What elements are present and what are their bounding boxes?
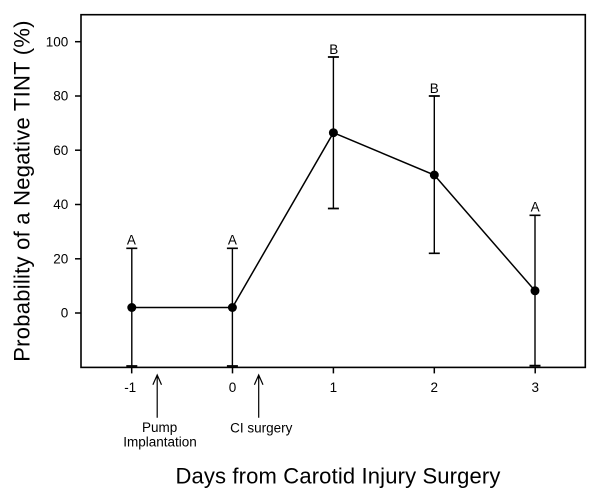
svg-text:B: B <box>329 42 338 57</box>
svg-text:A: A <box>127 233 136 248</box>
svg-text:A: A <box>228 233 237 248</box>
svg-text:100: 100 <box>46 34 69 49</box>
svg-text:1: 1 <box>330 380 338 395</box>
svg-text:3: 3 <box>531 380 539 395</box>
svg-text:0: 0 <box>61 306 69 321</box>
svg-text:Probability of a Negative TINT: Probability of a Negative TINT (%) <box>10 20 35 362</box>
svg-text:20: 20 <box>53 251 68 266</box>
svg-text:B: B <box>430 81 439 96</box>
svg-text:2: 2 <box>431 380 439 395</box>
svg-text:Implantation: Implantation <box>123 435 197 450</box>
svg-text:Days from Carotid Injury Surge: Days from Carotid Injury Surgery <box>175 464 500 489</box>
svg-text:40: 40 <box>53 197 68 212</box>
svg-text:A: A <box>531 199 540 214</box>
svg-text:80: 80 <box>53 89 68 104</box>
svg-text:-1: -1 <box>124 380 136 395</box>
svg-text:60: 60 <box>53 143 68 158</box>
svg-text:0: 0 <box>229 380 237 395</box>
svg-text:Pump: Pump <box>142 420 177 435</box>
svg-text:CI surgery: CI surgery <box>230 421 293 436</box>
